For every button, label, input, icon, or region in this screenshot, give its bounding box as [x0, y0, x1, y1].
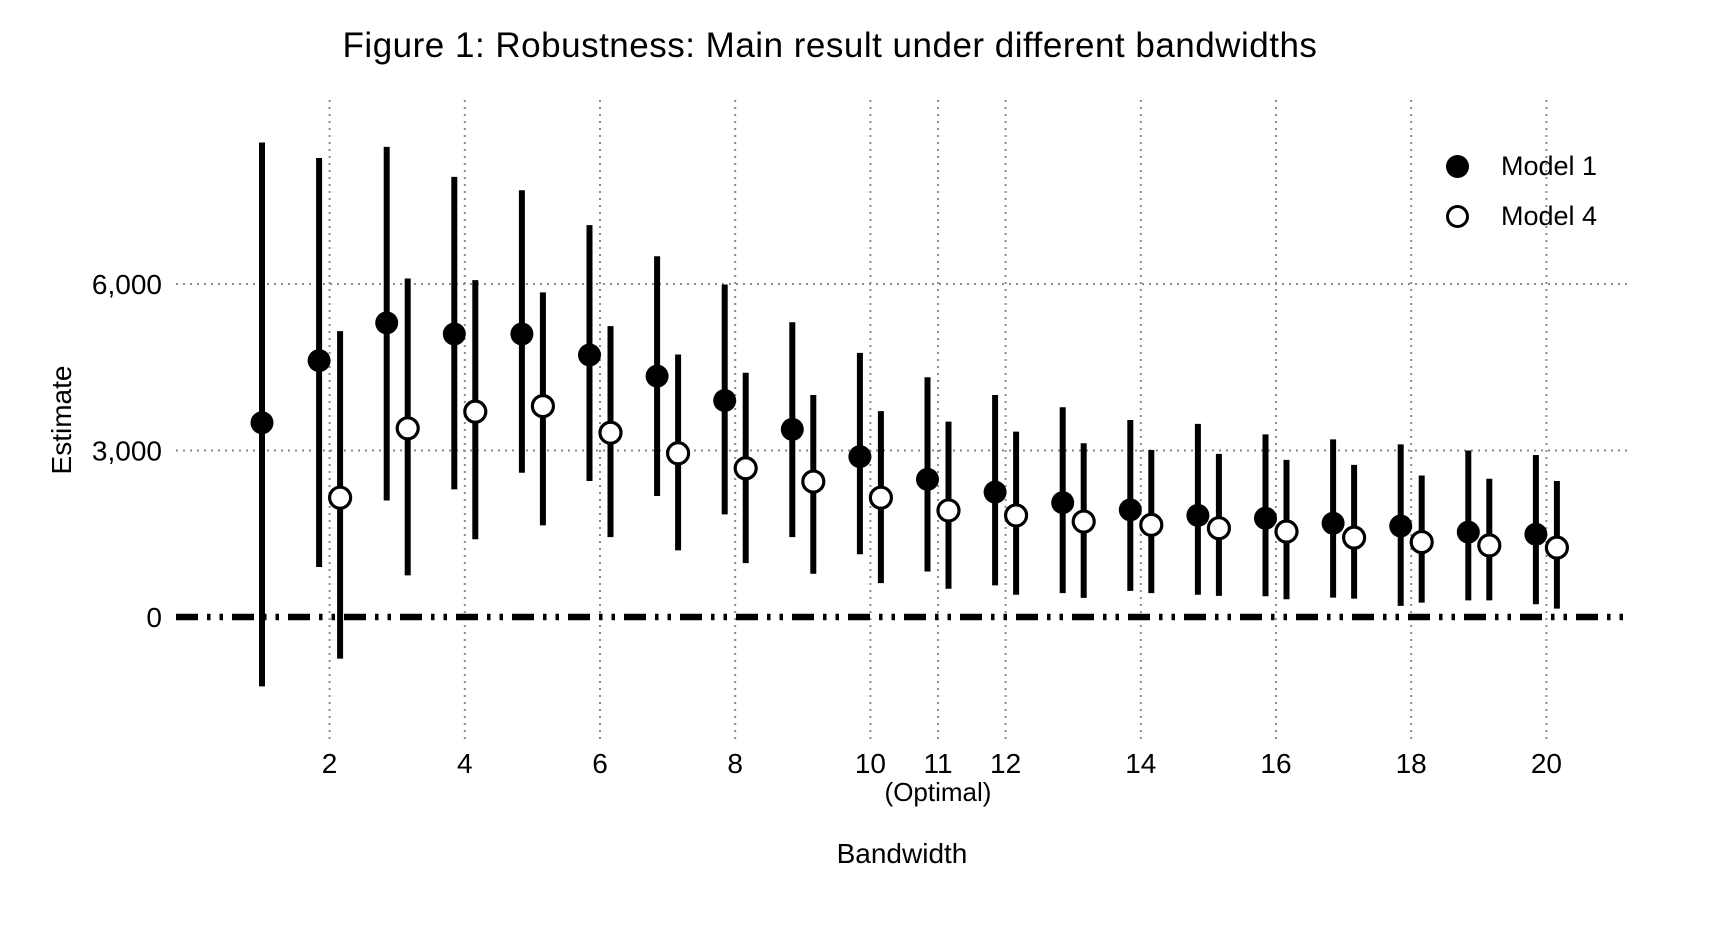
x-tick-label-6: 6 [592, 748, 608, 779]
point-model4-bw3 [395, 416, 420, 441]
point-model1-bw12 [983, 480, 1007, 504]
point-model1-bw17 [1321, 511, 1345, 535]
point-model1-bw6 [578, 343, 601, 367]
point-model1-bw10 [848, 445, 872, 469]
point-model4-bw10 [868, 485, 894, 510]
open-circle-icon [1446, 204, 1469, 228]
point-model1-bw2 [307, 349, 331, 373]
point-model4-bw16 [1274, 519, 1299, 544]
legend-label: Model 4 [1501, 200, 1598, 231]
figure-title: Figure 1: Robustness: Main result under … [342, 26, 1318, 65]
point-model4-bw20 [1544, 535, 1570, 560]
point-model4-bw19 [1477, 533, 1502, 558]
x-tick-label-2: 2 [322, 748, 338, 779]
y-tick-label-3000: 3,000 [92, 436, 162, 467]
legend: Model 1 Model 4 [1446, 141, 1597, 241]
point-model4-bw7 [665, 441, 691, 466]
point-model1-bw3 [375, 311, 399, 335]
x-tick-label-10: 10 [855, 748, 886, 779]
point-model1-bw19 [1456, 520, 1480, 544]
y-tick-label-6000: 6,000 [92, 269, 162, 300]
x-tick-label-8: 8 [727, 748, 743, 779]
point-model4-bw4 [463, 399, 488, 424]
x-axis-title: Bandwidth [836, 838, 968, 869]
x-tick-label-4: 4 [457, 748, 473, 779]
point-model1-bw16 [1254, 506, 1277, 530]
legend-item-model4: Model 4 [1446, 191, 1597, 241]
legend-item-model1: Model 1 [1446, 141, 1597, 191]
filled-circle-icon [1446, 154, 1469, 178]
point-model4-bw11 [936, 498, 961, 523]
x-tick-label-20: 20 [1531, 748, 1562, 779]
point-model4-bw17 [1341, 525, 1367, 550]
point-model4-bw8 [733, 456, 758, 481]
point-model4-bw12 [1003, 503, 1029, 528]
point-model1-bw20 [1524, 522, 1548, 546]
point-model1-bw5 [510, 322, 534, 346]
point-model4-bw5 [530, 394, 556, 419]
point-model4-bw15 [1206, 516, 1232, 541]
y-tick-label-0: 0 [146, 602, 162, 633]
point-model4-bw13 [1071, 509, 1096, 534]
point-model1-bw18 [1389, 514, 1413, 538]
point-model1-bw4 [442, 322, 466, 346]
point-model4-bw2 [328, 485, 353, 510]
x-tick-label-18: 18 [1396, 748, 1427, 779]
point-model1-bw8 [713, 389, 737, 413]
x-tick-label-12: 12 [990, 748, 1021, 779]
point-model1-bw7 [645, 364, 669, 388]
point-model4-bw14 [1139, 512, 1164, 537]
x-tick-sublabel-11: (Optimal) [885, 777, 992, 807]
point-model1-bw1 [250, 411, 274, 435]
point-model1-bw15 [1186, 503, 1210, 527]
point-model4-bw18 [1409, 529, 1434, 555]
point-model4-bw6 [598, 420, 623, 445]
x-tick-label-11: 11 [923, 748, 952, 779]
point-model1-bw11 [916, 467, 939, 491]
point-model1-bw9 [780, 417, 804, 441]
x-tick-label-16: 16 [1260, 748, 1291, 779]
point-model1-bw13 [1051, 491, 1075, 515]
legend-label: Model 1 [1501, 150, 1598, 181]
point-model1-bw14 [1118, 498, 1142, 522]
point-model4-bw9 [801, 469, 826, 494]
x-tick-label-14: 14 [1125, 748, 1156, 779]
y-axis-title: Estimate [46, 365, 77, 475]
